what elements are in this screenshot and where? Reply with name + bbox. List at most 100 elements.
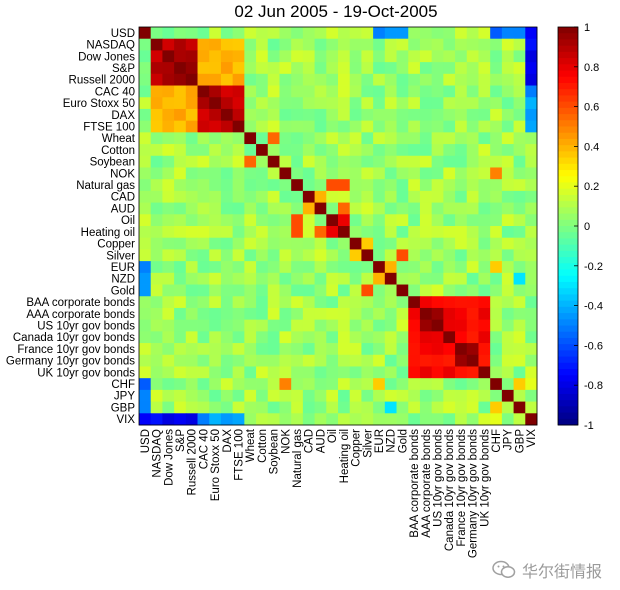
colorbar-segment (558, 64, 578, 72)
heatmap-cell (197, 354, 210, 367)
heatmap-cell (373, 354, 386, 367)
heatmap-cell (513, 179, 526, 192)
heatmap-cell (244, 85, 257, 98)
heatmap-cell (291, 120, 304, 133)
heatmap-cell (256, 50, 269, 63)
y-tick-label: Heating oil (81, 227, 135, 239)
colorbar-segment (558, 101, 578, 109)
heatmap-cell (408, 214, 421, 227)
heatmap-cell (513, 354, 526, 367)
heatmap-cell (373, 144, 386, 157)
heatmap-cell (197, 120, 210, 133)
heatmap-cell (396, 343, 409, 356)
heatmap-cell (478, 307, 491, 321)
heatmap-cell (302, 249, 315, 262)
heatmap-cell (220, 261, 234, 274)
heatmap-cell (455, 226, 468, 239)
heatmap-cell (279, 237, 292, 250)
heatmap-cell (150, 354, 163, 367)
heatmap-cell (338, 155, 351, 168)
colorbar-segment (558, 151, 578, 159)
heatmap-cell (291, 132, 304, 145)
colorbar-segment (558, 300, 578, 308)
heatmap-cell (197, 62, 210, 75)
heatmap-cell (408, 120, 421, 133)
heatmap-cell (373, 226, 386, 239)
heatmap-cell (279, 132, 292, 145)
heatmap-cell (162, 366, 175, 379)
heatmap-cell (220, 214, 234, 227)
heatmap-cell (174, 179, 187, 192)
heatmap-cell (209, 179, 222, 192)
heatmap-cell (466, 226, 479, 239)
heatmap-cell (150, 378, 163, 391)
heatmap-cell (349, 284, 362, 297)
heatmap-cell (267, 179, 280, 192)
heatmap-cell (314, 85, 327, 98)
heatmap-cell (419, 261, 433, 274)
heatmap-cell (244, 307, 257, 321)
heatmap-cell (455, 62, 468, 75)
heatmap-cell (232, 132, 245, 145)
heatmap-cell (338, 190, 351, 203)
y-tick-label: Natural gas (76, 180, 135, 192)
heatmap-cell (209, 190, 222, 203)
heatmap-cell (139, 366, 152, 379)
heatmap-cell (513, 226, 526, 239)
colorbar-tick-label: -0.2 (584, 261, 603, 273)
heatmap-cell (408, 249, 421, 262)
heatmap-cell (396, 120, 409, 133)
heatmap-cell (396, 284, 409, 297)
heatmap-cell (443, 366, 456, 379)
heatmap-cell (478, 167, 491, 180)
heatmap-cell (408, 354, 421, 367)
heatmap-cell (349, 132, 362, 145)
heatmap-cell (314, 284, 327, 297)
heatmap-cell (267, 120, 280, 133)
heatmap-cell (478, 401, 491, 414)
heatmap-cell (326, 73, 339, 86)
heatmap-cell (220, 73, 234, 86)
heatmap-cell (513, 144, 526, 157)
heatmap-cell (232, 331, 245, 344)
x-tick-label: FTSE 100 (234, 429, 246, 481)
heatmap-cell (478, 354, 491, 367)
heatmap-cell (302, 202, 315, 215)
heatmap-cell (455, 296, 468, 309)
heatmap-cell (314, 108, 327, 122)
heatmap-cell (139, 85, 152, 98)
heatmap-cell (232, 155, 245, 168)
heatmap-cell (256, 272, 269, 285)
heatmap-cell (455, 354, 468, 367)
heatmap-cell (384, 249, 397, 262)
heatmap-cell (139, 73, 152, 86)
heatmap-cell (232, 296, 245, 309)
heatmap-cell (209, 38, 222, 51)
heatmap-cell (314, 38, 327, 51)
heatmap-cell (525, 144, 538, 157)
heatmap-cell (431, 354, 444, 367)
heatmap-cell (513, 331, 526, 344)
heatmap-cell (490, 144, 503, 157)
heatmap-cell (384, 354, 397, 367)
heatmap-cell (267, 97, 280, 110)
heatmap-cell (139, 284, 152, 297)
heatmap-cell (338, 50, 351, 63)
heatmap-cell (384, 120, 397, 133)
heatmap-cell (525, 38, 538, 51)
heatmap-cell (185, 354, 198, 367)
heatmap-cell (220, 85, 234, 98)
heatmap-cell (256, 202, 269, 215)
heatmap-cell (384, 331, 397, 344)
heatmap-cell (162, 97, 175, 110)
heatmap-cell (267, 50, 280, 63)
heatmap-cell (338, 307, 351, 321)
heatmap-cell (373, 155, 386, 168)
heatmap-cell (490, 284, 503, 297)
heatmap-cell (361, 307, 374, 321)
heatmap-cell (478, 38, 491, 51)
heatmap-cell (197, 73, 210, 86)
colorbar-segment (558, 275, 578, 283)
heatmap-cell (396, 38, 409, 51)
heatmap-cell (455, 190, 468, 203)
